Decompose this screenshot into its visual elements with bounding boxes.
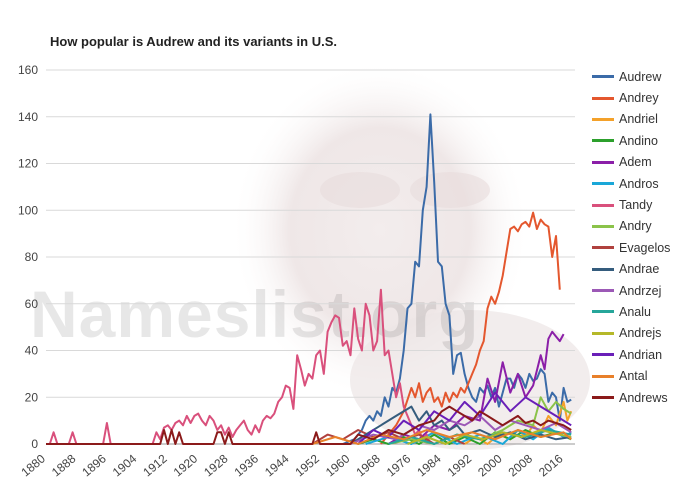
y-tick-label: 160 (18, 63, 38, 77)
series-line-andrejs[interactable] (407, 429, 572, 445)
legend-swatch (592, 396, 614, 400)
legend-item-andriel[interactable]: Andriel (592, 109, 696, 130)
legend-label: Andriel (619, 112, 658, 127)
legend-label: Andrejs (619, 326, 662, 341)
y-tick-label: 60 (25, 297, 39, 311)
x-tick-label: 1896 (79, 451, 109, 479)
legend-label: Andino (619, 133, 658, 148)
x-tick-label: 1880 (18, 451, 48, 479)
x-tick-label: 1936 (232, 451, 262, 479)
x-tick-label: 1912 (140, 451, 170, 479)
legend-item-andry[interactable]: Andry (592, 216, 696, 237)
series-line-andros[interactable] (365, 426, 572, 445)
legend-swatch (592, 139, 614, 143)
x-tick-label: 1960 (323, 451, 353, 479)
legend-item-andros[interactable]: Andros (592, 173, 696, 194)
legend-swatch (592, 331, 614, 335)
legend-item-andino[interactable]: Andino (592, 130, 696, 151)
legend-swatch (592, 160, 614, 164)
legend-swatch (592, 289, 614, 293)
legend-label: Analu (619, 304, 651, 319)
x-tick-label: 1968 (353, 451, 383, 479)
legend-item-andrey[interactable]: Andrey (592, 87, 696, 108)
series-line-antal[interactable] (312, 429, 572, 445)
legend-label: Andrae (619, 262, 660, 277)
legend-swatch (592, 246, 614, 250)
x-tick-label: 1992 (445, 451, 475, 479)
x-tick-label: 2016 (536, 451, 566, 479)
x-tick-label: 1888 (49, 451, 79, 479)
legend-item-andrews[interactable]: Andrews (592, 387, 696, 408)
y-tick-label: 80 (25, 250, 39, 264)
y-tick-label: 40 (25, 344, 39, 358)
x-tick-label: 2008 (506, 451, 536, 479)
legend-label: Tandy (619, 198, 653, 213)
legend-swatch (592, 203, 614, 207)
x-tick-label: 1984 (414, 451, 444, 479)
x-tick-label: 1928 (201, 451, 231, 479)
legend-label: Adem (619, 155, 652, 170)
axis-labels: 0 20 40 60 80 100 120 140 160 1880 1888 1896 1904 191… (18, 63, 566, 479)
y-tick-label: 100 (18, 203, 38, 217)
legend-item-adem[interactable]: Adem (592, 152, 696, 173)
legend-label: Andrey (619, 91, 659, 106)
legend-item-evagelos[interactable]: Evagelos (592, 237, 696, 258)
chart-title: How popular is Audrew and its variants i… (50, 34, 338, 49)
legend-label: Antal (619, 369, 648, 384)
y-tick-label: 140 (18, 110, 38, 124)
y-tick-label: 20 (25, 390, 39, 404)
legend-item-audrew[interactable]: Audrew (592, 66, 696, 87)
watermark-text: Nameslist.org (30, 277, 480, 351)
legend-label: Andrews (619, 390, 668, 405)
legend-swatch (592, 353, 614, 357)
x-tick-label: 1904 (110, 451, 140, 479)
legend-label: Evagelos (619, 240, 671, 255)
legend-swatch (592, 224, 614, 228)
legend-swatch (592, 310, 614, 314)
x-tick-label: 1920 (171, 451, 201, 479)
x-tick-label: 2000 (475, 451, 505, 479)
x-tick-label: 1952 (292, 451, 322, 479)
legend-swatch (592, 267, 614, 271)
x-tick-label: 1944 (262, 451, 292, 479)
legend-label: Audrew (619, 69, 662, 84)
legend-swatch (592, 182, 614, 186)
x-tick-label: 1976 (384, 451, 414, 479)
legend-item-andrejs[interactable]: Andrejs (592, 323, 696, 344)
legend: Audrew Andrey Andriel Andino Adem Andros Tandy… (592, 66, 696, 408)
legend-item-andrae[interactable]: Andrae (592, 259, 696, 280)
series-line-andrews[interactable] (46, 405, 572, 445)
series-line-andrae[interactable] (349, 405, 572, 445)
legend-swatch (592, 96, 614, 100)
legend-label: Andrian (619, 347, 663, 362)
legend-label: Andros (619, 176, 659, 191)
series-lines (46, 113, 573, 445)
legend-swatch (592, 117, 614, 121)
y-tick-label: 120 (18, 157, 38, 171)
legend-item-andrian[interactable]: Andrian (592, 344, 696, 365)
legend-item-tandy[interactable]: Tandy (592, 194, 696, 215)
y-tick-label: 0 (31, 437, 38, 451)
series-line-tandy[interactable] (48, 288, 432, 445)
legend-label: Andry (619, 219, 652, 234)
legend-label: Andrzej (619, 283, 662, 298)
legend-item-andrzej[interactable]: Andrzej (592, 280, 696, 301)
legend-item-antal[interactable]: Antal (592, 365, 696, 386)
series-line-andrey[interactable] (380, 211, 561, 445)
legend-swatch (592, 374, 614, 378)
legend-swatch (592, 75, 614, 79)
legend-item-analu[interactable]: Analu (592, 301, 696, 322)
